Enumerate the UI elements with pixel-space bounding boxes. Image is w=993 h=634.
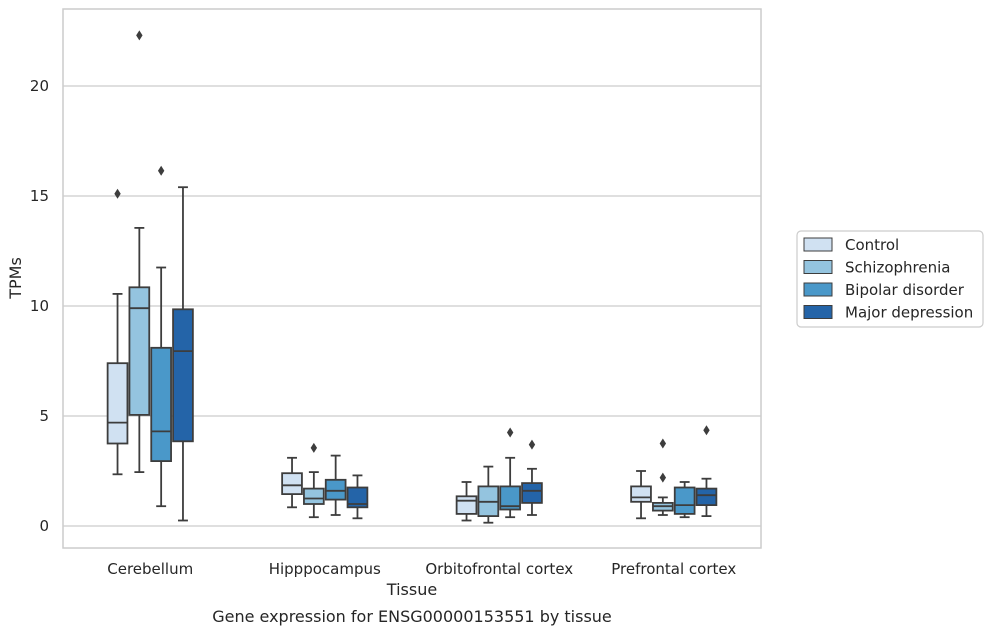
box-0-0 [106, 188, 129, 476]
legend-swatch [803, 305, 833, 319]
box-1-2 [324, 454, 347, 516]
y-tick-label: 10 [30, 297, 49, 315]
legend-swatch [803, 282, 833, 297]
x-tick-label: Prefrontal cortex [611, 560, 736, 578]
y-tick-label: 15 [30, 187, 49, 205]
box-0-2 [150, 165, 172, 508]
box-body [630, 485, 652, 503]
box-body [695, 487, 718, 507]
outlier-point [703, 425, 710, 436]
y-axis-ticks: 0 5 10 15 20 [30, 77, 49, 535]
box-2-3 [521, 439, 543, 516]
outlier-point [528, 439, 536, 450]
box-1-1 [303, 442, 325, 519]
box-2-1 [477, 465, 500, 524]
box-2-2 [499, 427, 521, 519]
box-1-0 [281, 456, 303, 509]
box-body [346, 486, 369, 509]
box-3-0 [630, 470, 652, 520]
legend-swatch [803, 260, 833, 274]
y-tick-label: 20 [30, 77, 49, 95]
box-body [499, 485, 521, 511]
x-tick-label: Hipppocampus [269, 560, 381, 578]
outlier-point [136, 30, 143, 41]
y-tick-label: 5 [39, 407, 49, 425]
x-tick-label: Cerebellum [107, 560, 193, 578]
box-body [128, 286, 151, 416]
outlier-point [659, 472, 667, 483]
box-body [673, 486, 696, 515]
legend-label: Schizophrenia [845, 259, 950, 277]
y-tick-label: 0 [39, 517, 49, 535]
box-3-2 [673, 481, 696, 519]
outlier-point [506, 427, 514, 438]
outlier-point [157, 165, 165, 176]
legend-swatch [803, 237, 833, 252]
box-body [324, 478, 347, 501]
legend-label: Control [845, 236, 899, 254]
x-axis-title: Tissue [386, 580, 437, 599]
box-1-3 [346, 474, 369, 520]
outlier-point [114, 188, 121, 199]
box-body [172, 308, 194, 443]
box-body [150, 346, 172, 462]
box-body [303, 487, 325, 505]
box-0-1 [128, 30, 151, 474]
x-axis-ticks: Cerebellum Hipppocampus Orbitofrontal cort… [107, 560, 736, 578]
chart-caption: Gene expression for ENSG00000153551 by t… [212, 607, 612, 626]
plot-frame [62, 8, 762, 549]
legend: Control Schizophrenia Bipolar disorder Majo… [796, 230, 984, 328]
outlier-point [659, 438, 667, 449]
box-body [455, 495, 478, 515]
box-2-0 [455, 481, 478, 522]
box-0-3 [172, 186, 194, 522]
box-series [106, 30, 718, 524]
box-body [106, 362, 129, 445]
y-axis-title: TPMs [6, 257, 25, 300]
outlier-point [310, 442, 318, 453]
legend-label: Bipolar disorder [845, 281, 965, 299]
legend-label: Major depression [845, 304, 973, 322]
box-body [521, 482, 543, 504]
x-tick-label: Orbitofrontal cortex [425, 560, 573, 578]
legend-frame [796, 230, 984, 328]
box-body [281, 472, 303, 496]
box-3-1 [652, 438, 674, 516]
box-3-3 [695, 425, 718, 517]
